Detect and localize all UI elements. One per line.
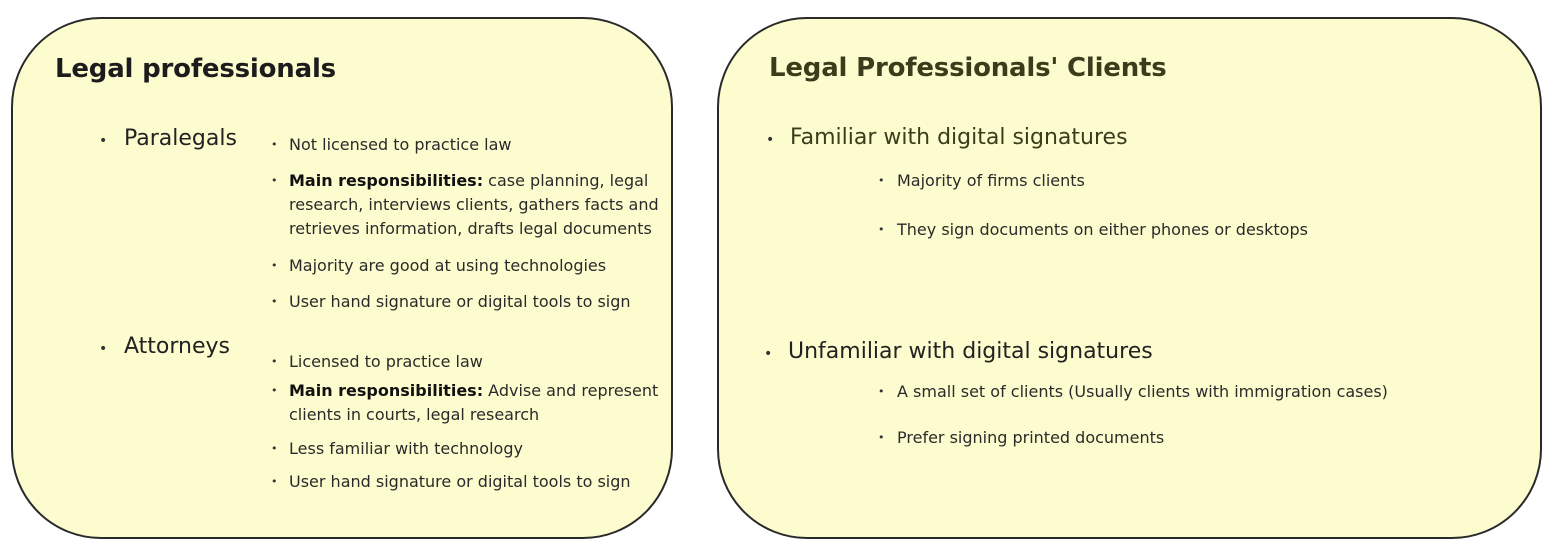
item-text: User hand signature or digital tools to … [289,292,631,311]
paralegals-item-2: Main responsibilities: case planning, le… [289,169,661,241]
clients-card [717,17,1542,539]
item-text: Licensed to practice law [289,352,483,371]
paralegals-heading: Paralegals [124,126,237,151]
clients-title: Legal Professionals' Clients [769,53,1167,83]
bullet-icon: • [99,341,108,357]
bullet-icon: • [271,295,278,308]
attorneys-item-2: Main responsibilities: Advise and repres… [289,379,661,427]
paralegals-item-4: User hand signature or digital tools to … [289,290,661,314]
bullet-icon: • [271,355,278,368]
bullet-icon: • [764,346,773,362]
item-text: Advise and represent clients in courts, … [289,381,659,424]
item-bold-label: Main responsibilities: [289,381,484,400]
legal-professionals-card [11,17,673,539]
bullet-icon: • [99,133,108,149]
bullet-icon: • [271,475,278,488]
unfamiliar-item-1: A small set of clients (Usually clients … [897,382,1388,401]
bullet-icon: • [766,132,775,148]
bullet-icon: • [271,138,278,151]
familiar-item-2: They sign documents on either phones or … [897,220,1308,239]
attorneys-item-1: Licensed to practice law [289,350,661,374]
legal-professionals-title: Legal professionals [55,54,336,84]
unfamiliar-heading: Unfamiliar with digital signatures [788,339,1153,364]
paralegals-item-1: Not licensed to practice law [289,133,661,157]
item-text: User hand signature or digital tools to … [289,472,631,491]
attorneys-item-3: Less familiar with technology [289,437,661,461]
bullet-icon: • [271,174,278,187]
familiar-heading: Familiar with digital signatures [790,125,1128,150]
bullet-icon: • [271,442,278,455]
attorneys-heading: Attorneys [124,334,230,359]
item-text: Majority are good at using technologies [289,256,607,275]
item-text: Less familiar with technology [289,439,523,458]
unfamiliar-item-2: Prefer signing printed documents [897,428,1165,447]
familiar-item-1: Majority of firms clients [897,171,1085,190]
item-text: Not licensed to practice law [289,135,512,154]
attorneys-item-4: User hand signature or digital tools to … [289,470,661,494]
bullet-icon: • [878,223,885,236]
item-text: case planning, legal research, interview… [289,171,659,238]
item-bold-label: Main responsibilities: [289,171,484,190]
bullet-icon: • [271,384,278,397]
bullet-icon: • [878,174,885,187]
paralegals-item-3: Majority are good at using technologies [289,254,661,278]
bullet-icon: • [271,259,278,272]
bullet-icon: • [878,431,885,444]
bullet-icon: • [878,385,885,398]
